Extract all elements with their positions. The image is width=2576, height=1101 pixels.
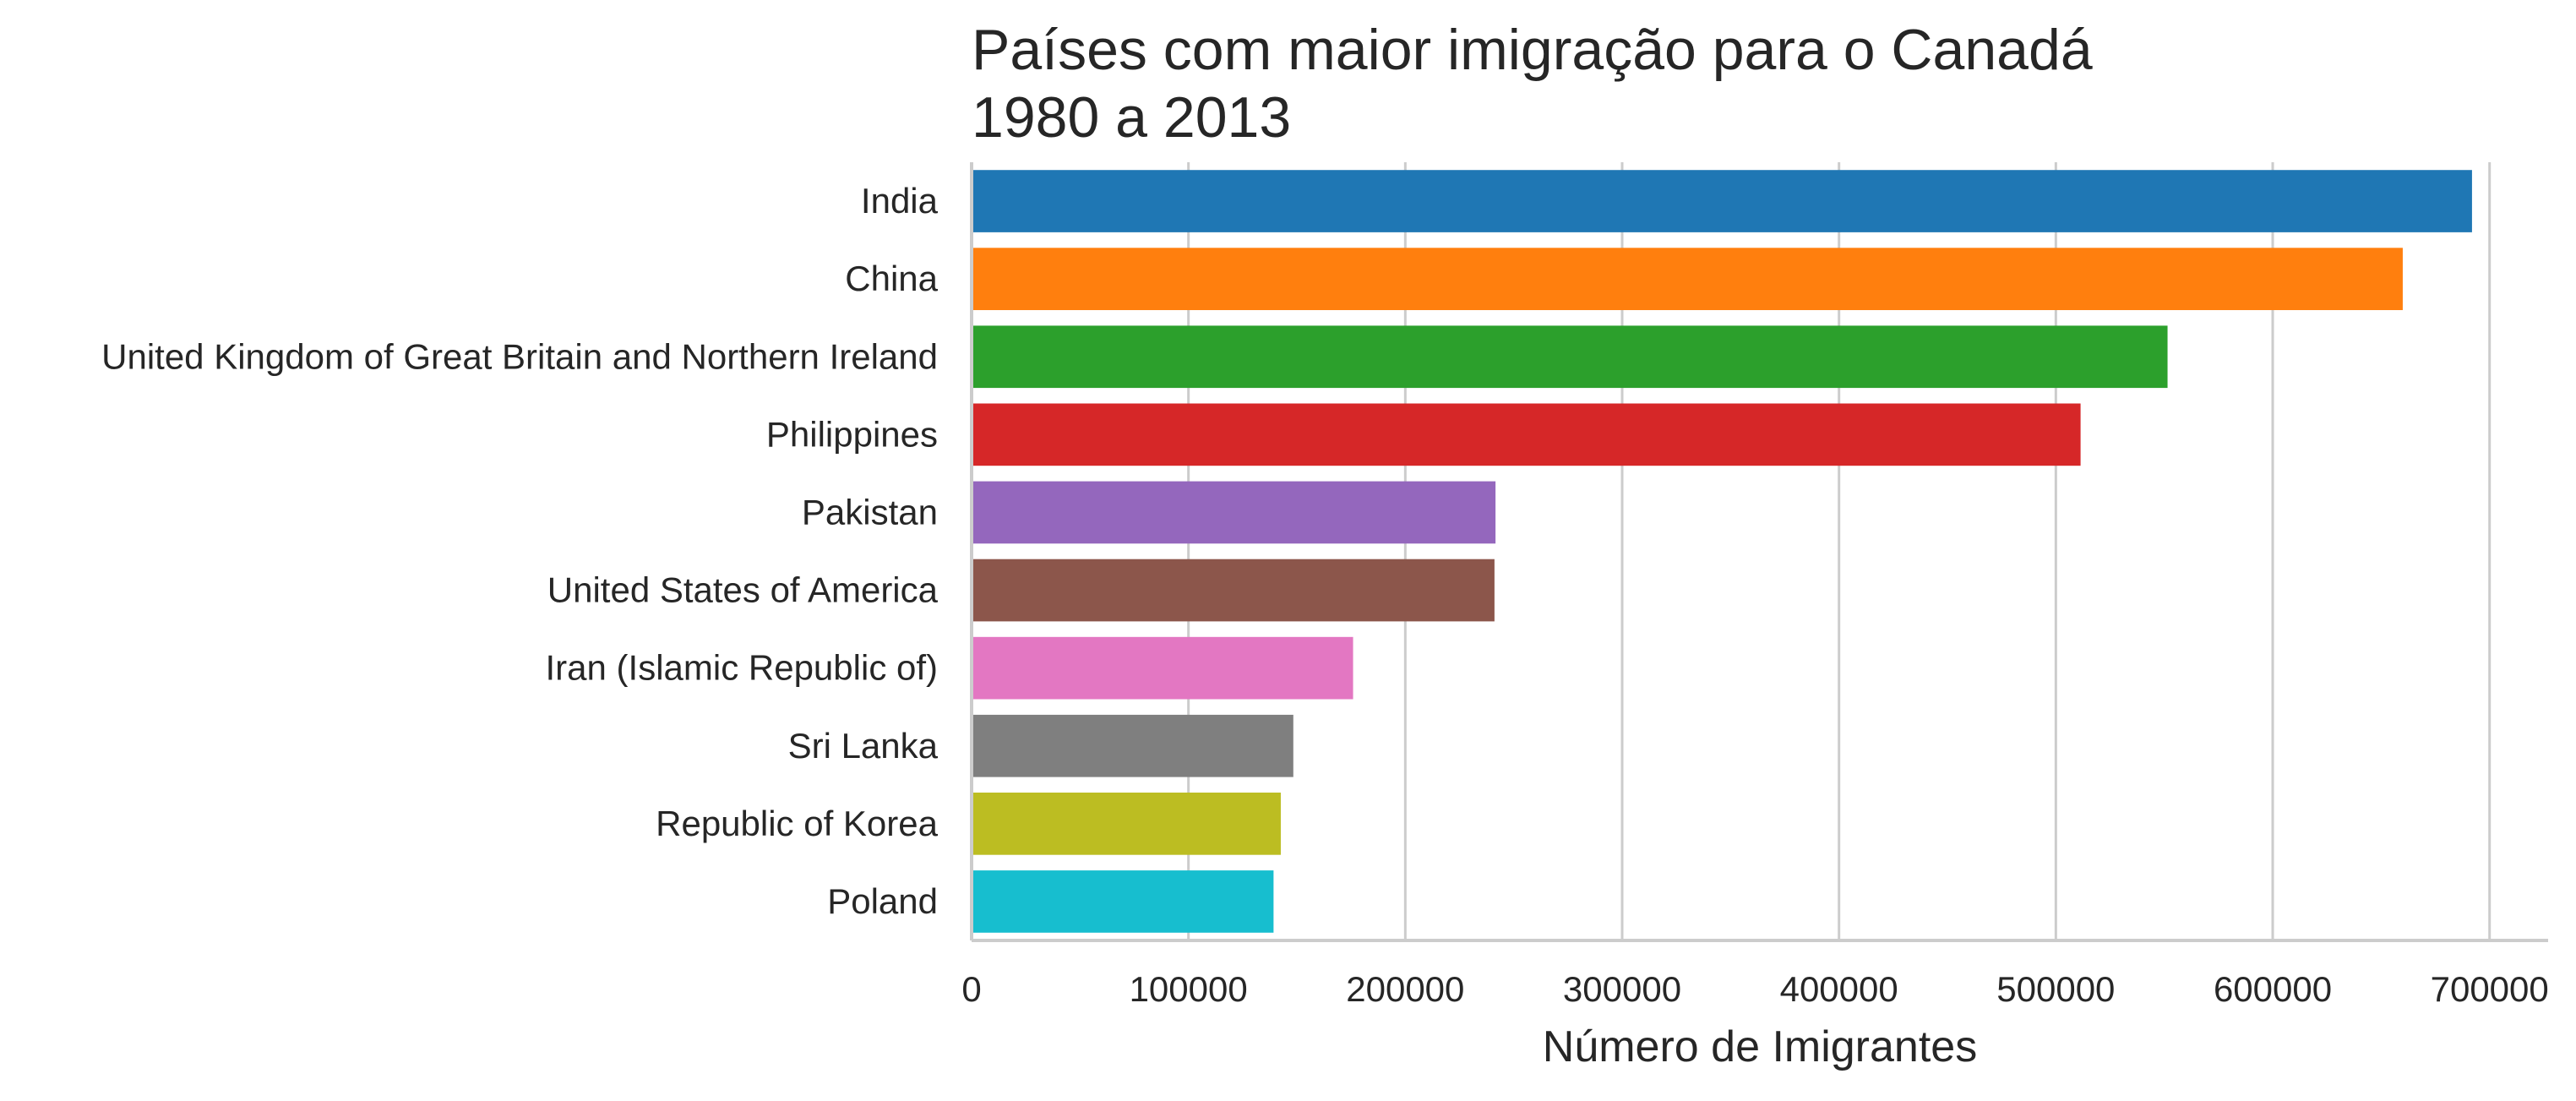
bar: [972, 870, 1274, 933]
y-tick-label: Pakistan: [802, 492, 938, 531]
y-tick-labels: India China United Kingdom of Great Britai…: [101, 181, 939, 921]
bar: [972, 325, 2168, 389]
bar: [972, 248, 2403, 310]
x-tick-label: 200000: [1346, 969, 1464, 1009]
x-tick-label: 700000: [2431, 969, 2549, 1009]
x-tick-label: 100000: [1130, 969, 1248, 1009]
y-tick-label: United Kingdom of Great Britain and Nort…: [101, 336, 938, 376]
x-tick-label: 500000: [1996, 969, 2115, 1009]
bar: [972, 481, 1496, 544]
y-tick-label: Sri Lanka: [788, 726, 939, 766]
y-tick-label: United States of America: [547, 570, 939, 610]
y-tick-label: Poland: [827, 881, 938, 921]
x-tick-labels: 0 100000 200000 300000 400000 500000 600000 700…: [961, 969, 2548, 1009]
x-axis-label: Número de Imigrantes: [1543, 1022, 1977, 1071]
bar: [972, 170, 2472, 232]
y-tick-label: Republic of Korea: [656, 804, 939, 843]
y-tick-label: Philippines: [766, 414, 938, 454]
bar: [972, 403, 2081, 466]
bars: [972, 170, 2472, 933]
chart-title-line-1: Países com maior imigração para o Canadá: [972, 18, 2093, 82]
bar: [972, 636, 1353, 700]
x-tick-label: 300000: [1563, 969, 1681, 1009]
y-tick-label: Iran (Islamic Republic of): [546, 648, 938, 688]
y-tick-label: India: [861, 181, 939, 221]
chart-title-line-2: 1980 a 2013: [972, 85, 1291, 150]
bar: [972, 559, 1495, 622]
x-tick-label: 400000: [1780, 969, 1898, 1009]
x-tick-label: 600000: [2214, 969, 2332, 1009]
x-tick-label: 0: [961, 969, 981, 1009]
y-tick-label: China: [845, 259, 938, 298]
axes: [970, 162, 2548, 942]
bar: [972, 793, 1281, 855]
bar: [972, 714, 1293, 777]
